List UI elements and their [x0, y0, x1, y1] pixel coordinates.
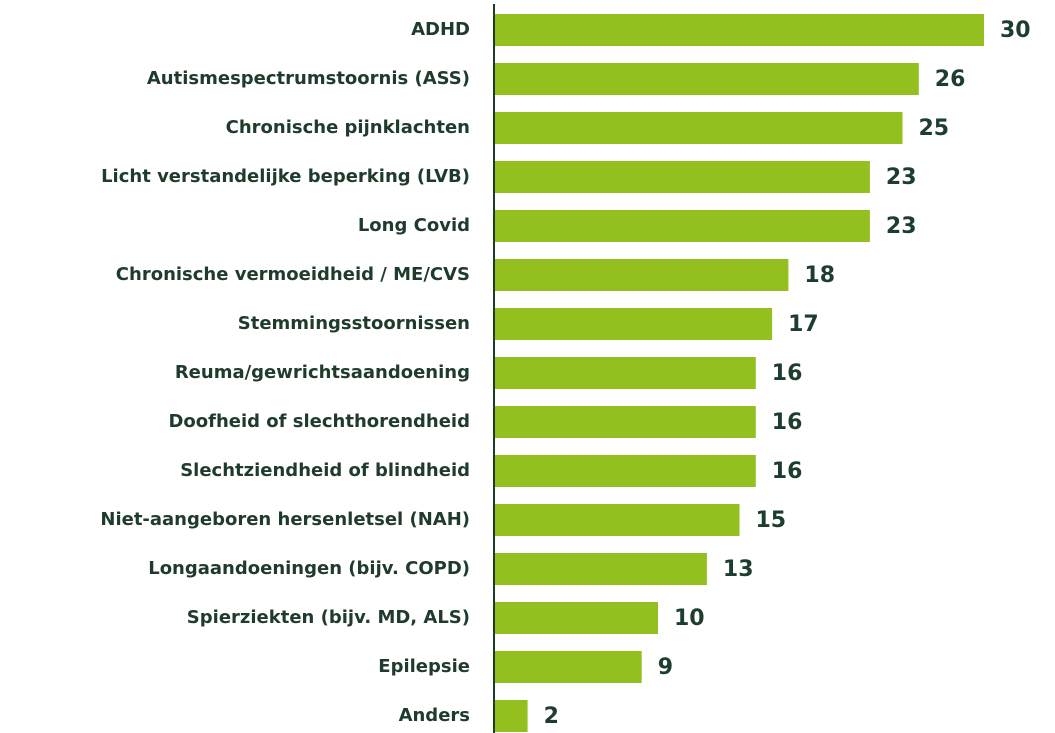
category-label: Epilepsie — [378, 656, 470, 677]
value-label: 9 — [658, 655, 673, 680]
category-label: Doofheid of slechthorendheid — [168, 411, 470, 432]
category-label: Chronische pijnklachten — [226, 117, 470, 138]
value-label: 26 — [935, 67, 966, 92]
category-label: ADHD — [411, 19, 470, 40]
bar — [495, 406, 756, 438]
value-label: 17 — [788, 312, 819, 337]
value-label: 23 — [886, 214, 917, 239]
category-label: Reuma/gewrichtsaandoening — [175, 362, 470, 383]
bar — [495, 259, 789, 291]
category-label: Stemmingsstoornissen — [238, 313, 470, 334]
bar — [495, 651, 642, 683]
value-label: 16 — [772, 361, 803, 386]
category-label: Long Covid — [358, 215, 470, 236]
category-label: Longaandoeningen (bijv. COPD) — [148, 558, 470, 579]
category-label: Anders — [399, 705, 470, 726]
category-label: Spierziekten (bijv. MD, ALS) — [187, 607, 470, 628]
bar — [495, 14, 984, 46]
value-label: 13 — [723, 557, 754, 582]
bar — [495, 602, 658, 634]
bar — [495, 112, 903, 144]
category-label: Slechtziendheid of blindheid — [180, 460, 470, 481]
value-label: 10 — [674, 606, 705, 631]
category-label: Licht verstandelijke beperking (LVB) — [101, 166, 470, 187]
bar — [495, 308, 773, 340]
bar — [495, 455, 756, 487]
value-label: 23 — [886, 165, 917, 190]
bar — [495, 357, 756, 389]
bar — [495, 553, 707, 585]
category-label: Niet-aangeboren hersenletsel (NAH) — [100, 509, 470, 530]
category-label: Autismespectrumstoornis (ASS) — [147, 68, 470, 89]
bar — [495, 161, 870, 193]
value-label: 18 — [804, 263, 835, 288]
bar — [495, 700, 528, 732]
bar — [495, 210, 870, 242]
bar — [495, 63, 919, 95]
value-label: 2 — [544, 704, 559, 729]
value-label: 25 — [919, 116, 950, 141]
value-label: 16 — [772, 410, 803, 435]
category-label: Chronische vermoeidheid / ME/CVS — [116, 264, 470, 285]
value-label: 30 — [1000, 18, 1031, 43]
value-label: 16 — [772, 459, 803, 484]
bar — [495, 504, 740, 536]
value-label: 15 — [756, 508, 787, 533]
